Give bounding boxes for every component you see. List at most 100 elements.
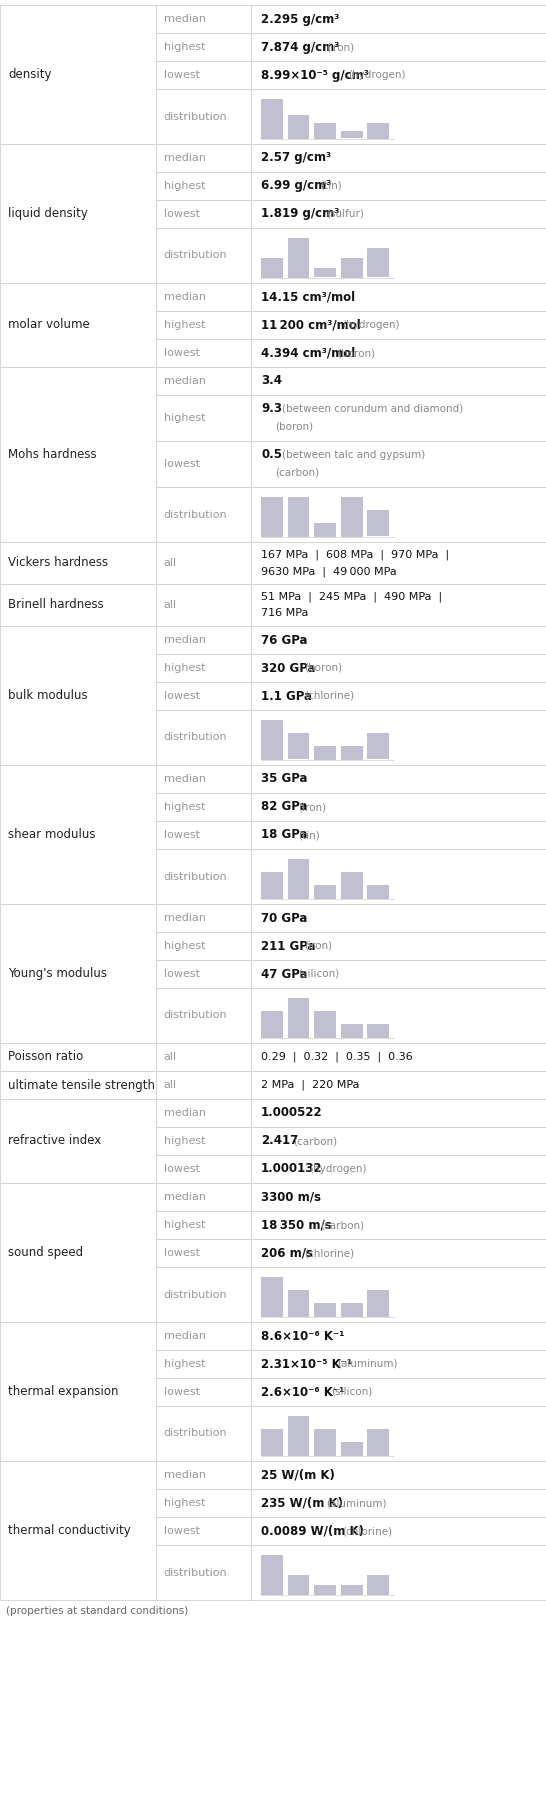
Bar [156,1183,251,1212]
Text: highest: highest [164,1136,205,1145]
Text: highest: highest [164,662,205,673]
Bar [0,626,156,765]
Bar [156,1379,251,1405]
Text: Brinell hardness: Brinell hardness [8,598,104,612]
Bar [156,1043,251,1072]
Text: (boron): (boron) [337,348,375,357]
Text: distribution: distribution [164,1567,227,1578]
Text: lowest: lowest [164,460,200,468]
Text: refractive index: refractive index [8,1134,101,1147]
Bar [251,905,546,932]
Text: (carbon): (carbon) [293,1136,337,1145]
Bar [251,284,546,311]
Text: lowest: lowest [164,969,200,978]
Bar [0,284,156,366]
Text: Vickers hardness: Vickers hardness [8,556,108,569]
Text: 1.000132: 1.000132 [261,1163,323,1176]
Bar [156,1099,251,1127]
Text: all: all [164,1081,177,1090]
Text: 2.57 g/cm³: 2.57 g/cm³ [261,151,331,165]
Text: (chlorine): (chlorine) [304,1248,354,1258]
Text: 70 GPa: 70 GPa [261,912,307,924]
Text: 1.819 g/cm³: 1.819 g/cm³ [261,208,340,221]
Text: 2.295 g/cm³: 2.295 g/cm³ [261,13,340,25]
Text: (aluminum): (aluminum) [325,1499,386,1508]
Text: distribution: distribution [164,732,227,743]
Text: (between corundum and diamond): (between corundum and diamond) [282,404,463,415]
Bar [261,1554,283,1594]
Bar [367,248,389,278]
Text: all: all [164,1052,177,1063]
Text: median: median [164,1192,206,1203]
Text: (hydrogen): (hydrogen) [309,1163,367,1174]
Bar [251,486,546,542]
Text: (boron): (boron) [304,662,342,673]
Bar [341,497,363,537]
Text: 2.31×10⁻⁵ K⁻¹: 2.31×10⁻⁵ K⁻¹ [261,1357,352,1371]
Text: 1.000522: 1.000522 [261,1106,323,1120]
Bar [156,284,251,311]
Bar [341,1585,363,1594]
Text: lowest: lowest [164,1388,200,1397]
Bar [367,1429,389,1456]
Bar [156,765,251,793]
Bar [251,1461,546,1490]
Bar [261,872,283,899]
Text: density: density [8,68,51,81]
Text: highest: highest [164,1359,205,1370]
Bar [251,1239,546,1267]
Text: (aluminum): (aluminum) [337,1359,397,1370]
Bar [314,1011,336,1038]
Text: highest: highest [164,1221,205,1230]
Text: (carbon): (carbon) [275,467,319,477]
Bar [288,1416,310,1456]
Bar [367,1025,389,1038]
Bar [156,849,251,905]
Text: distribution: distribution [164,1289,227,1300]
Text: 2.6×10⁻⁶ K⁻¹: 2.6×10⁻⁶ K⁻¹ [261,1386,345,1398]
Bar [251,653,546,682]
Text: 14.15 cm³/mol: 14.15 cm³/mol [261,291,355,303]
Text: lowest: lowest [164,1163,200,1174]
Text: (properties at standard conditions): (properties at standard conditions) [6,1607,188,1616]
Bar [0,1043,156,1072]
Bar [251,395,546,442]
Bar [251,1043,546,1072]
Bar [251,626,546,653]
Bar [0,1183,156,1321]
Bar [251,820,546,849]
Text: (sulfur): (sulfur) [325,208,364,219]
Bar [341,1303,363,1316]
Text: 76 GPa: 76 GPa [261,634,307,646]
Bar [0,542,156,583]
Bar [367,1574,389,1594]
Bar [156,793,251,820]
Text: 0.5: 0.5 [261,449,282,461]
Text: highest: highest [164,413,205,424]
Text: median: median [164,914,206,923]
Text: median: median [164,293,206,302]
Text: lowest: lowest [164,1248,200,1258]
Text: highest: highest [164,320,205,330]
Text: (iron): (iron) [325,41,354,52]
Text: distribution: distribution [164,872,227,881]
Bar [251,442,546,486]
Bar [156,932,251,960]
Bar [251,542,546,583]
Bar [156,583,251,626]
Bar [0,1461,156,1599]
Bar [288,1291,310,1316]
Bar [251,987,546,1043]
Text: (hydrogen): (hydrogen) [348,70,405,81]
Text: (silicon): (silicon) [298,969,340,978]
Bar [251,583,546,626]
Bar [156,90,251,144]
Bar [251,1267,546,1321]
Bar [251,1517,546,1545]
Text: lowest: lowest [164,829,200,840]
Text: median: median [164,375,206,386]
Bar [251,1405,546,1461]
Bar [314,1303,336,1316]
Bar [251,339,546,366]
Text: 51 MPa  |  245 MPa  |  490 MPa  |: 51 MPa | 245 MPa | 490 MPa | [261,591,442,601]
